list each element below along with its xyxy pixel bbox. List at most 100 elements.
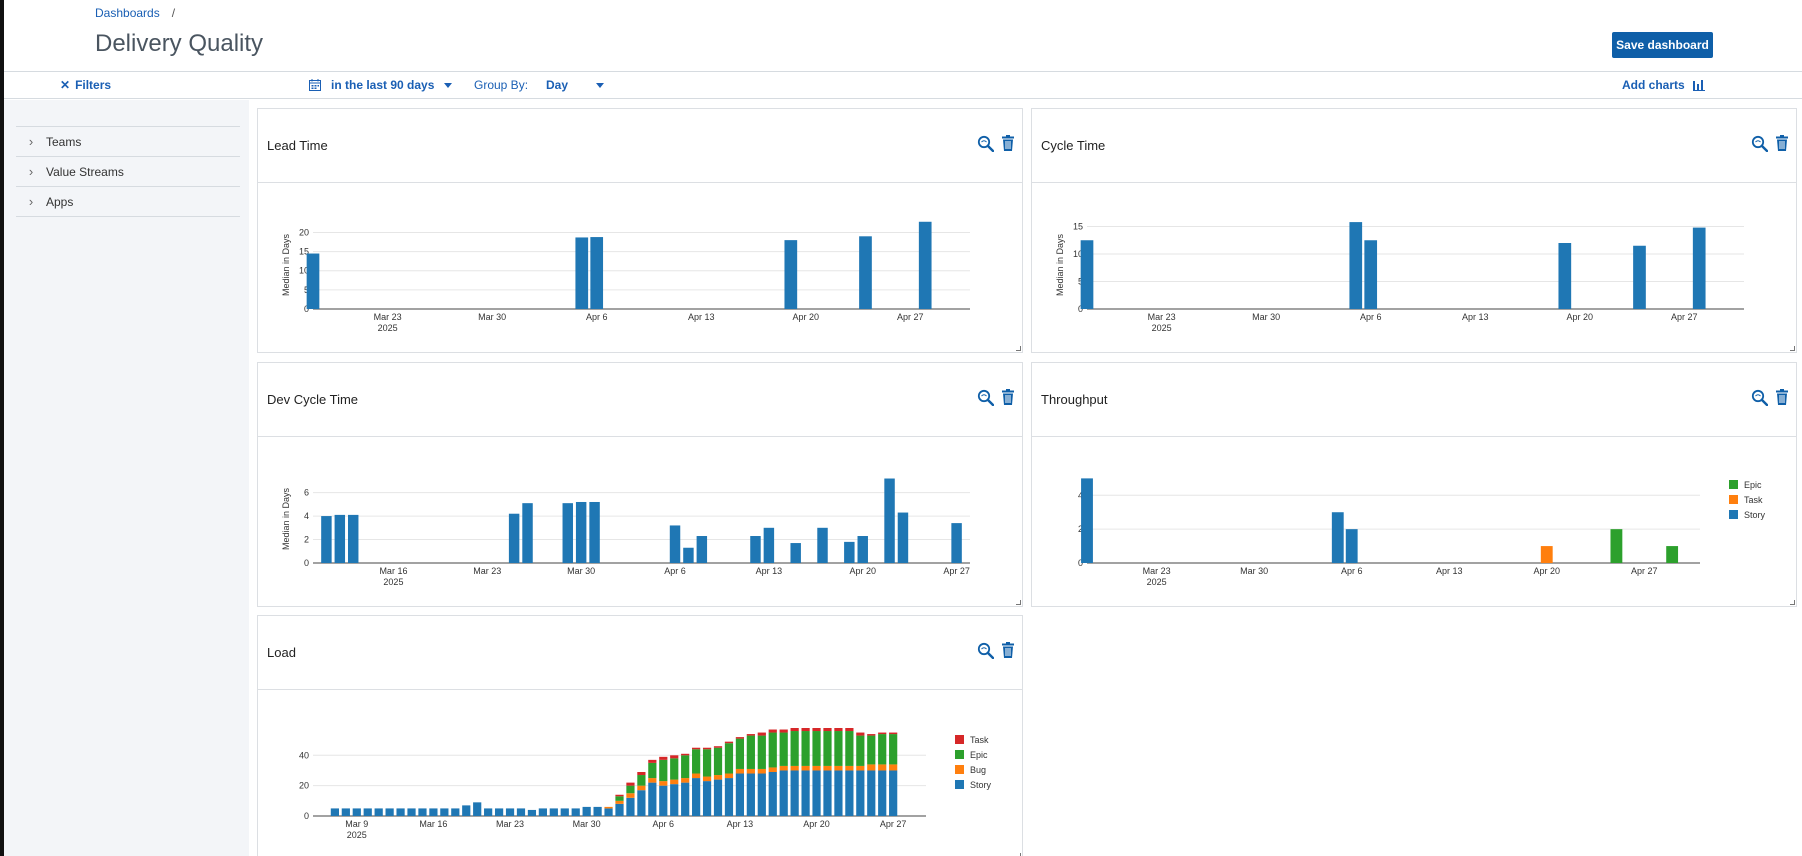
resize-handle[interactable]	[1016, 853, 1021, 856]
bar-story	[330, 808, 339, 816]
bar-epic	[768, 732, 777, 768]
bar	[844, 541, 855, 563]
resize-handle[interactable]	[1790, 346, 1795, 351]
bar-task	[1540, 546, 1553, 563]
bar-bug	[757, 768, 766, 774]
bar-task	[702, 747, 712, 750]
bar-story	[374, 808, 383, 816]
save-dashboard-button[interactable]: Save dashboard	[1612, 32, 1713, 58]
x-tick-label: 2025	[383, 577, 403, 587]
bar-task	[768, 729, 777, 733]
bar-bug	[724, 773, 734, 779]
bar	[522, 503, 533, 563]
trash-icon[interactable]	[1776, 135, 1788, 152]
trash-icon[interactable]	[1776, 389, 1788, 406]
y-tick-label: 0	[304, 811, 309, 821]
zoom-icon[interactable]	[977, 642, 994, 659]
bar-story	[812, 770, 821, 816]
breadcrumb-dashboards-link[interactable]: Dashboards	[95, 6, 160, 20]
zoom-icon[interactable]	[1751, 135, 1768, 152]
y-axis-label: Median in Days	[281, 233, 291, 296]
bar-task	[856, 732, 865, 736]
zoom-icon[interactable]	[977, 135, 994, 152]
x-tick-label: Mar 30	[573, 819, 601, 829]
y-tick-label: 2	[304, 535, 309, 545]
bar-task	[713, 746, 723, 748]
bar	[347, 514, 359, 563]
bar-epic	[823, 731, 832, 766]
bar	[306, 253, 320, 309]
bar-story	[341, 808, 350, 816]
bar-epic	[757, 735, 766, 769]
bar-epic	[834, 731, 843, 766]
bar-story	[889, 770, 898, 816]
legend-swatch	[955, 750, 964, 759]
legend-label: Task	[1744, 495, 1763, 505]
bar-epic	[659, 759, 668, 782]
x-tick-label: Apr 27	[943, 566, 970, 576]
bar-task	[670, 755, 679, 759]
bar-story	[385, 808, 394, 816]
legend-swatch	[955, 765, 964, 774]
x-tick-label: Mar 30	[1252, 312, 1280, 322]
x-tick-label: Mar 30	[478, 312, 506, 322]
resize-handle[interactable]	[1790, 600, 1795, 605]
y-tick-label: 0	[304, 304, 309, 314]
bar-story	[582, 806, 591, 816]
bar-story	[549, 808, 558, 816]
x-tick-label: Apr 13	[1436, 566, 1463, 576]
trash-icon[interactable]	[1002, 389, 1014, 406]
bar-story	[878, 770, 887, 816]
x-tick-label: Apr 27	[897, 312, 924, 322]
bar	[562, 503, 573, 563]
bar-bug	[790, 765, 799, 771]
bar-epic	[702, 749, 712, 777]
resize-handle[interactable]	[1016, 600, 1021, 605]
bar	[750, 536, 761, 563]
resize-handle[interactable]	[1016, 346, 1021, 351]
bar-epic	[637, 775, 646, 786]
trash-icon[interactable]	[1002, 135, 1014, 152]
bar	[508, 513, 520, 563]
bar-epic	[735, 738, 745, 769]
trash-icon[interactable]	[1002, 642, 1014, 659]
bar-task	[801, 728, 810, 732]
x-tick-label: Apr 20	[803, 819, 830, 829]
bar-story	[593, 806, 602, 816]
x-tick-label: 2025	[1152, 323, 1172, 333]
date-range-dropdown[interactable]: in the last 90 days	[309, 72, 453, 98]
sidebar-item-teams[interactable]: › Teams	[16, 127, 240, 157]
sidebar-item-apps[interactable]: › Apps	[16, 187, 240, 217]
sidebar-item-value-streams[interactable]: › Value Streams	[16, 157, 240, 187]
bar-bug	[834, 765, 843, 771]
zoom-icon[interactable]	[1751, 389, 1768, 406]
bar-epic	[724, 743, 734, 774]
panel-title: Cycle Time	[1041, 138, 1106, 153]
date-range-value: in the last 90 days	[331, 78, 435, 92]
bar-bug	[615, 800, 624, 804]
bar	[1558, 243, 1572, 309]
zoom-icon[interactable]	[977, 389, 994, 406]
y-tick-label: 5	[1078, 277, 1083, 287]
bar-task	[889, 732, 898, 735]
bar-task	[823, 728, 832, 732]
x-tick-label: Apr 27	[1631, 566, 1658, 576]
x-tick-label: Apr 13	[727, 819, 754, 829]
filters-toggle[interactable]: ✕ Filters	[60, 72, 111, 98]
legend-swatch	[1729, 510, 1738, 519]
chevron-right-icon: ›	[28, 164, 34, 179]
sidebar-item-label: Apps	[46, 194, 74, 209]
x-tick-label: Apr 6	[664, 566, 686, 576]
bar-task	[867, 734, 876, 736]
x-tick-label: Apr 6	[586, 312, 608, 322]
add-charts-button[interactable]: Add charts	[1622, 72, 1705, 98]
x-tick-label: Apr 6	[653, 819, 675, 829]
bar-story	[735, 773, 745, 816]
bar	[884, 478, 895, 563]
chevron-right-icon: ›	[28, 194, 34, 209]
bar-epic	[626, 785, 635, 794]
group-by-dropdown[interactable]: Day	[546, 72, 605, 98]
bar-task	[746, 734, 755, 736]
bar-bug	[856, 765, 865, 771]
bar	[1364, 240, 1378, 309]
